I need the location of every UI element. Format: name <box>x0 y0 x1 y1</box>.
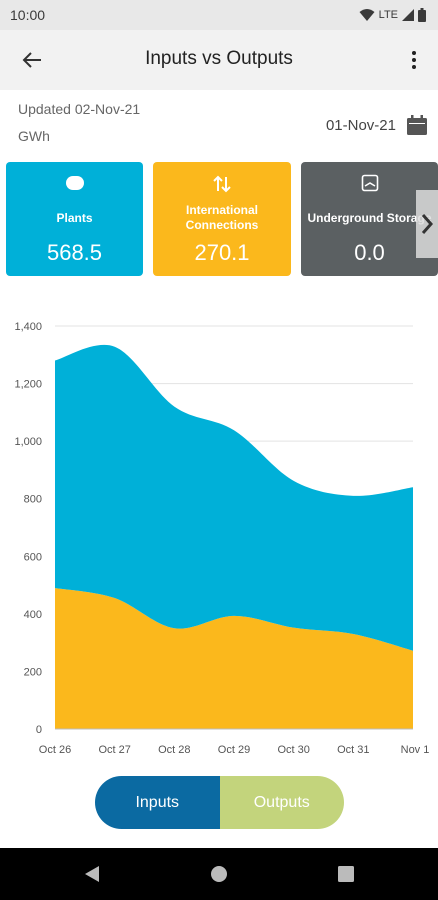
nav-back-button[interactable] <box>80 862 104 886</box>
chevron-right-icon <box>421 214 433 234</box>
card-international-connections[interactable]: International Connections 270.1 <box>153 162 291 276</box>
y-tick-label: 1,400 <box>14 321 42 333</box>
circle-home-icon <box>211 866 227 882</box>
x-tick-label: Oct 31 <box>337 744 369 756</box>
card-underground-storage[interactable]: Underground Storage 0.0 <box>301 162 438 276</box>
system-nav-bar <box>0 848 438 900</box>
x-tick-label: Oct 26 <box>39 744 71 756</box>
card-value: 0.0 <box>354 240 385 265</box>
app-bar: Inputs vs Outputs <box>0 30 438 90</box>
y-tick-label: 400 <box>24 609 42 621</box>
unit-label: GWh <box>18 128 50 144</box>
y-tick-label: 0 <box>36 724 42 736</box>
area-series-upper <box>55 344 413 651</box>
summary-cards: Plants 568.5 International Connections 27… <box>0 160 438 278</box>
network-type: LTE <box>378 9 398 21</box>
x-tick-label: Nov 1 <box>401 744 430 756</box>
wifi-icon <box>359 9 375 21</box>
triangle-back-icon <box>85 866 99 882</box>
arrow-left-icon <box>22 52 41 68</box>
page-title: Inputs vs Outputs <box>145 48 293 69</box>
y-tick-label: 800 <box>24 494 42 506</box>
square-recents-icon <box>338 866 354 882</box>
inputs-outputs-toggle: Inputs Outputs <box>95 776 344 829</box>
back-button[interactable] <box>14 44 50 76</box>
stacked-area-chart: 0 200 400 600 800 1,000 1,200 1,400 Oct 26 Oct 27… <box>14 321 430 756</box>
inputs-button[interactable]: Inputs <box>95 776 220 829</box>
card-value: 270.1 <box>194 240 250 265</box>
area-series-lower <box>55 587 413 729</box>
status-bar: 10:00 LTE <box>0 0 438 30</box>
swap-vertical-icon <box>213 175 231 193</box>
battery-icon <box>418 8 426 22</box>
overflow-menu-button[interactable] <box>402 44 426 76</box>
date-picker[interactable]: 01-Nov-21 <box>326 114 428 136</box>
x-tick-label: Oct 27 <box>98 744 130 756</box>
x-tick-label: Oct 28 <box>158 744 190 756</box>
cards-scroll-right[interactable] <box>416 190 438 258</box>
updated-date: Updated 02-Nov-21 <box>18 101 141 117</box>
x-tick-label: Oct 29 <box>218 744 250 756</box>
y-tick-label: 1,000 <box>14 436 42 448</box>
more-vertical-icon <box>412 51 416 69</box>
y-tick-label: 200 <box>24 666 42 678</box>
plant-icon <box>65 176 84 190</box>
nav-recents-button[interactable] <box>334 862 358 886</box>
status-icons: LTE <box>359 6 426 24</box>
storage-icon <box>361 174 378 192</box>
card-plants[interactable]: Plants 568.5 <box>6 162 143 276</box>
nav-home-button[interactable] <box>207 862 231 886</box>
signal-icon <box>402 9 414 21</box>
y-tick-label: 600 <box>24 551 42 563</box>
card-label: International Connections <box>185 203 259 232</box>
outputs-button[interactable]: Outputs <box>219 776 344 829</box>
x-tick-label: Oct 30 <box>277 744 309 756</box>
status-time: 10:00 <box>10 7 46 23</box>
selected-date: 01-Nov-21 <box>325 116 396 134</box>
card-value: 568.5 <box>46 240 103 265</box>
card-label: Underground Storage <box>307 210 432 225</box>
y-tick-label: 1,200 <box>14 379 42 391</box>
calendar-icon <box>407 115 427 135</box>
card-label: Plants <box>56 210 93 225</box>
